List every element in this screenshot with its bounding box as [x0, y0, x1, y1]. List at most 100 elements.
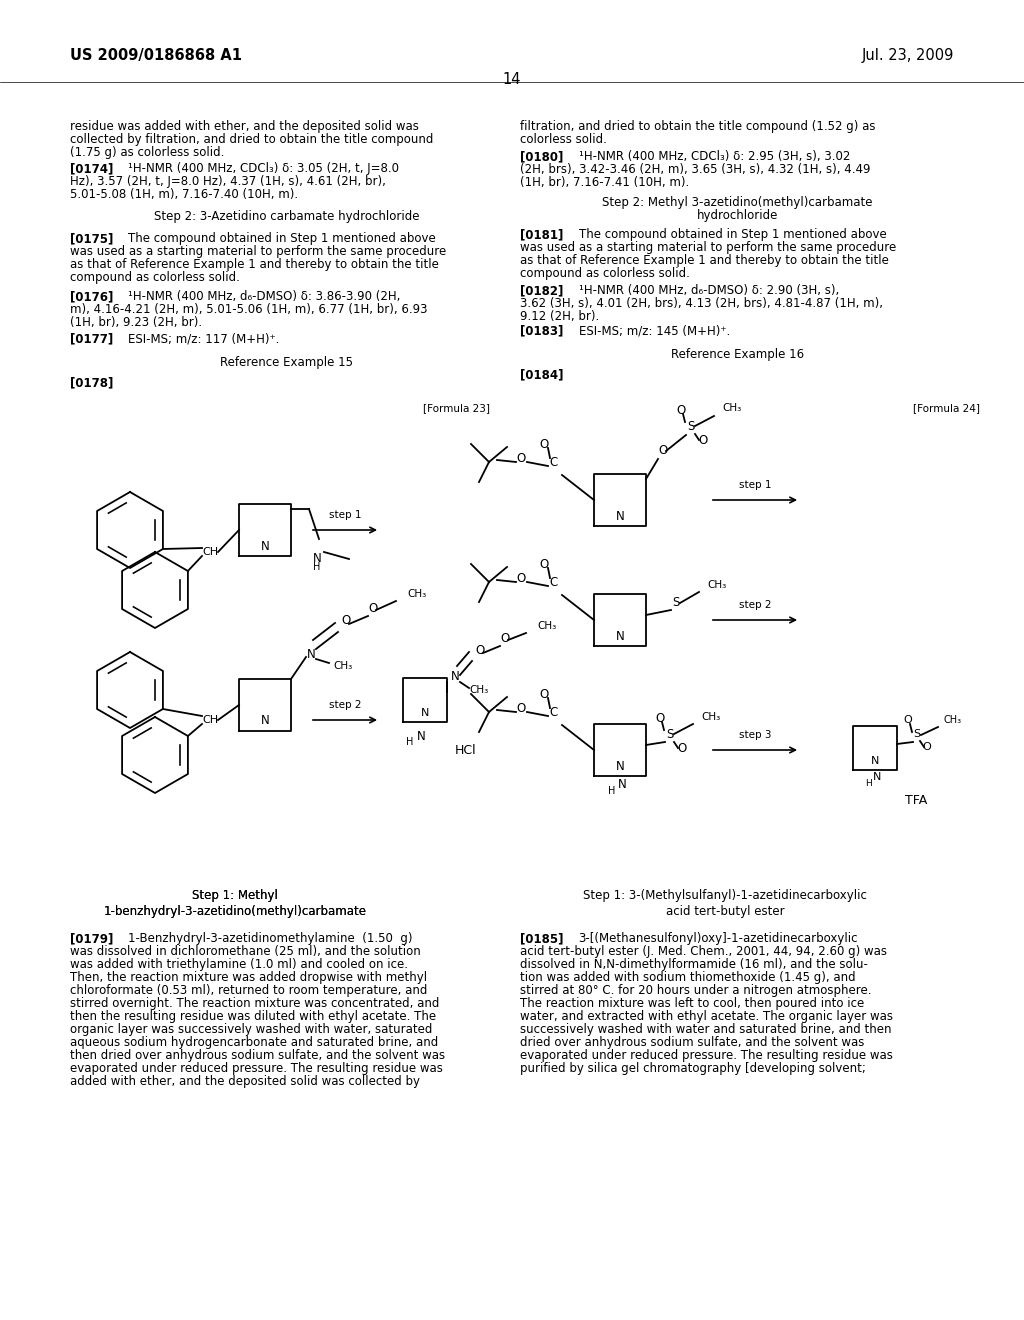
- Text: water, and extracted with ethyl acetate. The organic layer was: water, and extracted with ethyl acetate.…: [520, 1010, 893, 1023]
- Text: N: N: [615, 630, 625, 643]
- Text: H: H: [865, 779, 872, 788]
- Text: N: N: [617, 777, 627, 791]
- Text: stirred at 80° C. for 20 hours under a nitrogen atmosphere.: stirred at 80° C. for 20 hours under a n…: [520, 983, 871, 997]
- Text: [0176]: [0176]: [70, 290, 113, 304]
- Text: [0185]: [0185]: [520, 932, 563, 945]
- Text: was used as a starting material to perform the same procedure: was used as a starting material to perfo…: [70, 246, 445, 257]
- Text: S: S: [913, 729, 921, 739]
- Text: Step 2: Methyl 3-azetidino(methyl)carbamate: Step 2: Methyl 3-azetidino(methyl)carbam…: [602, 195, 872, 209]
- Text: 14: 14: [503, 73, 521, 87]
- Text: chloroformate (0.53 ml), returned to room temperature, and: chloroformate (0.53 ml), returned to roo…: [70, 983, 427, 997]
- Text: then the resulting residue was diluted with ethyl acetate. The: then the resulting residue was diluted w…: [70, 1010, 436, 1023]
- Text: successively washed with water and saturated brine, and then: successively washed with water and satur…: [520, 1023, 892, 1036]
- Text: O: O: [658, 444, 668, 457]
- Text: O: O: [475, 644, 484, 656]
- Text: O: O: [540, 437, 549, 450]
- Text: [0177]: [0177]: [70, 333, 113, 345]
- Text: as that of Reference Example 1 and thereby to obtain the title: as that of Reference Example 1 and there…: [70, 257, 438, 271]
- Text: dried over anhydrous sodium sulfate, and the solvent was: dried over anhydrous sodium sulfate, and…: [520, 1036, 864, 1049]
- Text: [0182]: [0182]: [520, 284, 563, 297]
- Text: Then, the reaction mixture was added dropwise with methyl: Then, the reaction mixture was added dro…: [70, 972, 427, 983]
- Text: m), 4.16-4.21 (2H, m), 5.01-5.06 (1H, m), 6.77 (1H, br), 6.93: m), 4.16-4.21 (2H, m), 5.01-5.06 (1H, m)…: [70, 304, 427, 315]
- Text: acid tert-butyl ester: acid tert-butyl ester: [666, 906, 784, 919]
- Text: 9.12 (2H, br).: 9.12 (2H, br).: [520, 310, 599, 323]
- Text: step 1: step 1: [738, 480, 771, 490]
- Text: N: N: [872, 772, 882, 781]
- Text: N: N: [306, 648, 315, 660]
- Text: O: O: [501, 632, 510, 645]
- Text: 3.62 (3H, s), 4.01 (2H, brs), 4.13 (2H, brs), 4.81-4.87 (1H, m),: 3.62 (3H, s), 4.01 (2H, brs), 4.13 (2H, …: [520, 297, 883, 310]
- Text: CH₃: CH₃: [944, 715, 963, 725]
- Text: O: O: [540, 557, 549, 570]
- Text: O: O: [369, 602, 378, 615]
- Text: O: O: [516, 451, 525, 465]
- Text: collected by filtration, and dried to obtain the title compound: collected by filtration, and dried to ob…: [70, 133, 433, 147]
- Text: Step 1: 3-(Methylsulfanyl)-1-azetidinecarboxylic: Step 1: 3-(Methylsulfanyl)-1-azetidineca…: [583, 890, 867, 903]
- Text: step 3: step 3: [738, 730, 771, 741]
- Text: O: O: [540, 688, 549, 701]
- Text: [0183]: [0183]: [520, 323, 563, 337]
- Text: US 2009/0186868 A1: US 2009/0186868 A1: [70, 48, 242, 63]
- Text: H: H: [313, 562, 321, 572]
- Text: TFA: TFA: [905, 793, 928, 807]
- Text: 5.01-5.08 (1H, m), 7.16-7.40 (10H, m).: 5.01-5.08 (1H, m), 7.16-7.40 (10H, m).: [70, 187, 298, 201]
- Text: O: O: [655, 711, 665, 725]
- Text: O: O: [516, 701, 525, 714]
- Text: CH₃: CH₃: [722, 403, 741, 413]
- Text: [0184]: [0184]: [520, 368, 563, 381]
- Text: as that of Reference Example 1 and thereby to obtain the title: as that of Reference Example 1 and there…: [520, 253, 889, 267]
- Text: O: O: [923, 742, 932, 752]
- Text: O: O: [677, 404, 686, 417]
- Text: O: O: [516, 572, 525, 585]
- Text: N: N: [421, 708, 429, 718]
- Text: C: C: [550, 705, 558, 718]
- Text: N: N: [417, 730, 425, 743]
- Text: The compound obtained in Step 1 mentioned above: The compound obtained in Step 1 mentione…: [579, 228, 887, 242]
- Text: (1.75 g) as colorless solid.: (1.75 g) as colorless solid.: [70, 147, 224, 158]
- Text: N: N: [261, 540, 269, 553]
- Text: colorless solid.: colorless solid.: [520, 133, 607, 147]
- Text: tion was added with sodium thiomethoxide (1.45 g), and: tion was added with sodium thiomethoxide…: [520, 972, 856, 983]
- Text: 1-benzhydryl-3-azetidino(methyl)carbamate: 1-benzhydryl-3-azetidino(methyl)carbamat…: [103, 906, 367, 919]
- Text: N: N: [312, 552, 322, 565]
- Text: Hz), 3.57 (2H, t, J=8.0 Hz), 4.37 (1H, s), 4.61 (2H, br),: Hz), 3.57 (2H, t, J=8.0 Hz), 4.37 (1H, s…: [70, 176, 385, 187]
- Text: [Formula 24]: [Formula 24]: [913, 403, 980, 413]
- Text: [0181]: [0181]: [520, 228, 563, 242]
- Text: S: S: [667, 727, 674, 741]
- Text: S: S: [687, 420, 694, 433]
- Text: H: H: [608, 785, 615, 796]
- Text: then dried over anhydrous sodium sulfate, and the solvent was: then dried over anhydrous sodium sulfate…: [70, 1049, 444, 1063]
- Text: Step 2: 3-Azetidino carbamate hydrochloride: Step 2: 3-Azetidino carbamate hydrochlor…: [154, 210, 420, 223]
- Text: N: N: [451, 671, 460, 684]
- Text: 3-[(Methanesulfonyl)oxy]-1-azetidinecarboxylic: 3-[(Methanesulfonyl)oxy]-1-azetidinecarb…: [579, 932, 858, 945]
- Text: step 2: step 2: [329, 700, 361, 710]
- Text: C: C: [550, 576, 558, 589]
- Text: [0174]: [0174]: [70, 162, 113, 176]
- Text: step 1: step 1: [329, 510, 361, 520]
- Text: O: O: [677, 742, 687, 755]
- Text: acid tert-butyl ester (J. Med. Chem., 2001, 44, 94, 2.60 g) was: acid tert-butyl ester (J. Med. Chem., 20…: [520, 945, 887, 958]
- Text: filtration, and dried to obtain the title compound (1.52 g) as: filtration, and dried to obtain the titl…: [520, 120, 876, 133]
- Text: O: O: [341, 615, 350, 627]
- Text: purified by silica gel chromatography [developing solvent;: purified by silica gel chromatography [d…: [520, 1063, 866, 1074]
- Text: O: O: [698, 433, 708, 446]
- Text: CH: CH: [202, 715, 218, 725]
- Text: ESI-MS; m/z: 117 (M+H)⁺.: ESI-MS; m/z: 117 (M+H)⁺.: [128, 333, 280, 345]
- Text: ¹H-NMR (400 MHz, d₆-DMSO) δ: 2.90 (3H, s),: ¹H-NMR (400 MHz, d₆-DMSO) δ: 2.90 (3H, s…: [579, 284, 839, 297]
- Text: CH₃: CH₃: [407, 589, 426, 599]
- Text: The compound obtained in Step 1 mentioned above: The compound obtained in Step 1 mentione…: [128, 232, 436, 246]
- Text: ESI-MS; m/z: 145 (M+H)⁺.: ESI-MS; m/z: 145 (M+H)⁺.: [579, 323, 730, 337]
- Text: stirred overnight. The reaction mixture was concentrated, and: stirred overnight. The reaction mixture …: [70, 997, 439, 1010]
- Text: C: C: [550, 455, 558, 469]
- Text: ¹H-NMR (400 MHz, CDCl₃) δ: 2.95 (3H, s), 3.02: ¹H-NMR (400 MHz, CDCl₃) δ: 2.95 (3H, s),…: [579, 150, 850, 162]
- Text: Reference Example 16: Reference Example 16: [671, 348, 804, 360]
- Text: N: N: [615, 510, 625, 523]
- Text: Step 1: Methyl: Step 1: Methyl: [193, 890, 278, 903]
- Text: step 2: step 2: [738, 601, 771, 610]
- Text: CH: CH: [202, 546, 218, 557]
- Text: hydrochloride: hydrochloride: [696, 209, 778, 222]
- Text: evaporated under reduced pressure. The resulting residue was: evaporated under reduced pressure. The r…: [520, 1049, 893, 1063]
- Text: evaporated under reduced pressure. The resulting residue was: evaporated under reduced pressure. The r…: [70, 1063, 442, 1074]
- Text: added with ether, and the deposited solid was collected by: added with ether, and the deposited soli…: [70, 1074, 420, 1088]
- Text: [Formula 23]: [Formula 23]: [423, 403, 490, 413]
